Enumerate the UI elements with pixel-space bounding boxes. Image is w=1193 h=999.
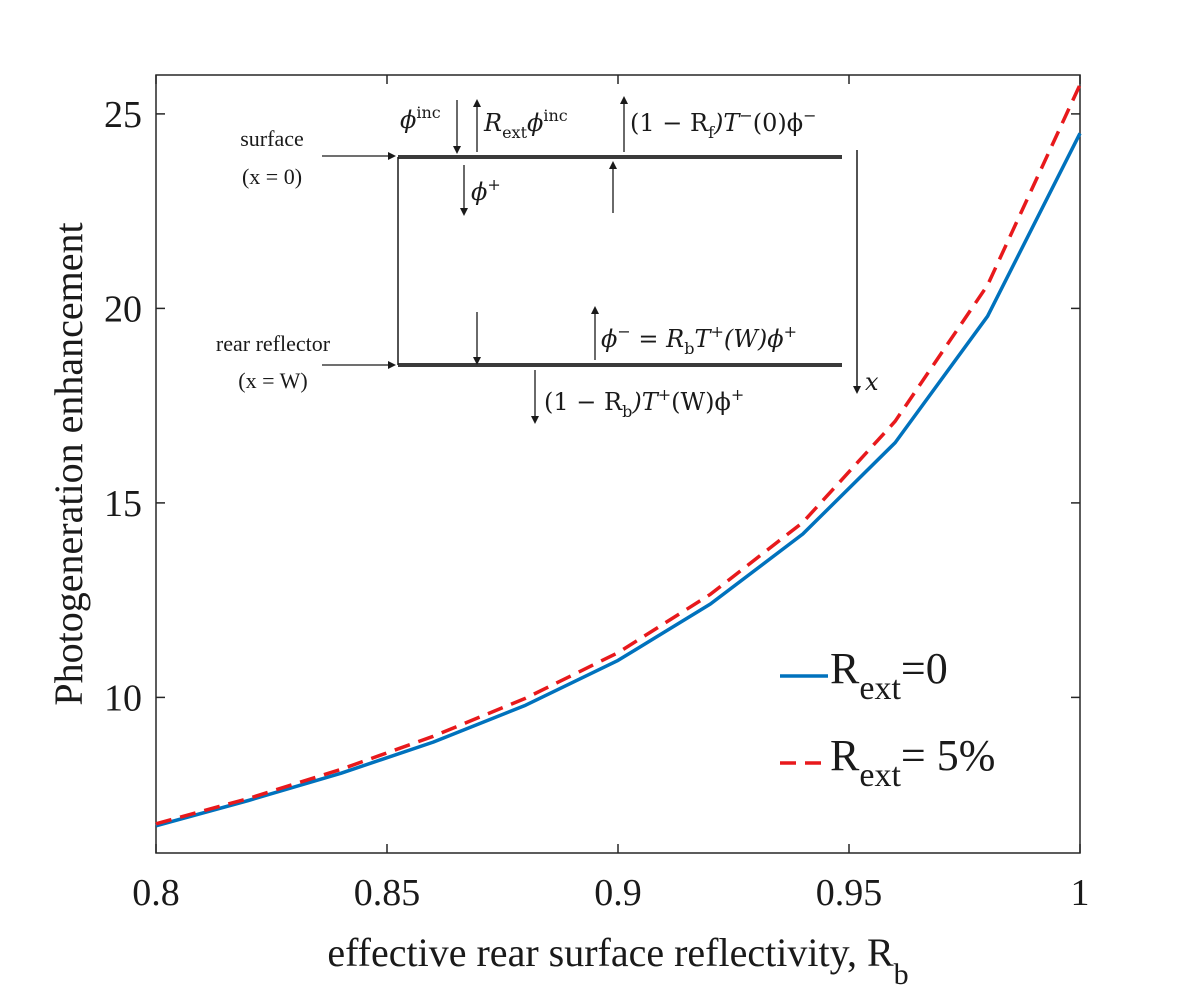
inset-rear-escape-sup: + xyxy=(658,385,671,404)
x-axis-ticks: 0.8 0.85 0.9 0.95 1 xyxy=(132,75,1090,914)
inset-phi-minus-sub: b xyxy=(684,339,694,358)
legend-0-sub: ext xyxy=(859,670,901,707)
x-tick-label-1: 0.85 xyxy=(354,872,421,914)
legend-0-rest: =0 xyxy=(901,644,948,693)
inset-front-escape-b: )T xyxy=(713,109,741,137)
inset-r-ext-sub: ext xyxy=(502,123,527,142)
inset-r-ext-phi: Rextϕinc xyxy=(483,106,568,142)
legend-1-main: R xyxy=(830,731,860,780)
inset-front-escape-sup2: − xyxy=(803,106,816,125)
inset-phi-minus-T: T xyxy=(694,325,712,353)
inset-surface-label: surface xyxy=(240,126,304,151)
inset-phi-minus-eq: = R xyxy=(631,325,684,353)
inset-phi-minus-sup: − xyxy=(617,322,630,341)
x-tick-label-3: 0.95 xyxy=(816,872,883,914)
inset-r-ext-phi2: ϕ xyxy=(527,109,543,137)
inset-rear-escape-c: (W)ϕ xyxy=(671,388,731,416)
inset-front-escape-sub: f xyxy=(708,123,715,142)
x-axis-label: effective rear surface reflectivity, Rb xyxy=(327,930,908,991)
inset-phi-inc: ϕinc xyxy=(400,103,441,134)
legend-1-rest: = 5% xyxy=(901,731,995,780)
inset-surface-pos: (x = 0) xyxy=(242,164,302,189)
y-tick-label-1: 15 xyxy=(104,483,142,525)
inset-front-escape-sup: − xyxy=(739,106,752,125)
inset-phi-minus-rest: (W)ϕ xyxy=(724,325,784,353)
inset-x-axis-label: x xyxy=(865,368,879,396)
inset-rear-escape-sup2: + xyxy=(731,385,744,404)
y-axis-ticks: 10 15 20 25 xyxy=(104,94,1080,719)
x-tick-label-0: 0.8 xyxy=(132,872,180,914)
y-axis-label: Photogeneration enhancement xyxy=(46,222,91,705)
legend-0-main: R xyxy=(830,644,860,693)
y-tick-label-2: 20 xyxy=(104,288,142,330)
inset-rear-escape-b: )T xyxy=(631,388,659,416)
series-layer xyxy=(155,83,1082,828)
x-axis-label-main: effective rear surface reflectivity, R xyxy=(327,930,894,975)
legend-label-r-ext-0: Rext=0 xyxy=(830,644,948,707)
inset-rear-escape-sub: b xyxy=(622,402,632,421)
x-axis-label-sub: b xyxy=(894,958,909,991)
x-tick-label-4: 1 xyxy=(1071,872,1090,914)
inset-front-escape-c: (0)ϕ xyxy=(753,109,803,137)
inset-phi-minus-Tsup: + xyxy=(710,322,723,341)
series-line-0 xyxy=(155,132,1082,828)
series-line-1 xyxy=(155,83,1082,826)
inset-phi-inc-base: ϕ xyxy=(400,106,416,134)
y-tick-label-0: 10 xyxy=(104,677,142,719)
inset-phi-inc-sup: inc xyxy=(416,103,440,122)
inset-phi-plus-base: ϕ xyxy=(471,178,487,206)
inset-r-ext-R: R xyxy=(483,109,502,137)
inset-r-ext-sup: inc xyxy=(543,106,567,125)
inset-rear-pos: (x = W) xyxy=(238,368,307,393)
legend: Rext=0 Rext= 5% xyxy=(780,644,995,794)
inset-rear-escape: (1 − Rb)T+(W)ϕ+ xyxy=(544,385,744,421)
inset-phi-minus-sup2: + xyxy=(784,322,797,341)
legend-label-r-ext-5: Rext= 5% xyxy=(830,731,995,794)
inset-phi-minus-base: ϕ xyxy=(601,325,617,353)
inset-phi-plus: ϕ+ xyxy=(471,175,501,206)
inset-rear-escape-a: (1 − R xyxy=(544,388,623,416)
inset-diagram: x surface (x = 0) rear reflector (x = W)… xyxy=(216,96,879,424)
inset-rear-label: rear reflector xyxy=(216,331,331,356)
inset-front-escape-a: (1 − R xyxy=(630,109,709,137)
inset-phi-minus: ϕ− = RbT+(W)ϕ+ xyxy=(601,322,797,358)
x-tick-label-2: 0.9 xyxy=(594,872,642,914)
y-tick-label-3: 25 xyxy=(104,94,142,136)
inset-front-escape: (1 − Rf)T−(0)ϕ− xyxy=(630,106,817,142)
legend-1-sub: ext xyxy=(859,757,901,794)
inset-phi-plus-sup: + xyxy=(487,175,500,194)
